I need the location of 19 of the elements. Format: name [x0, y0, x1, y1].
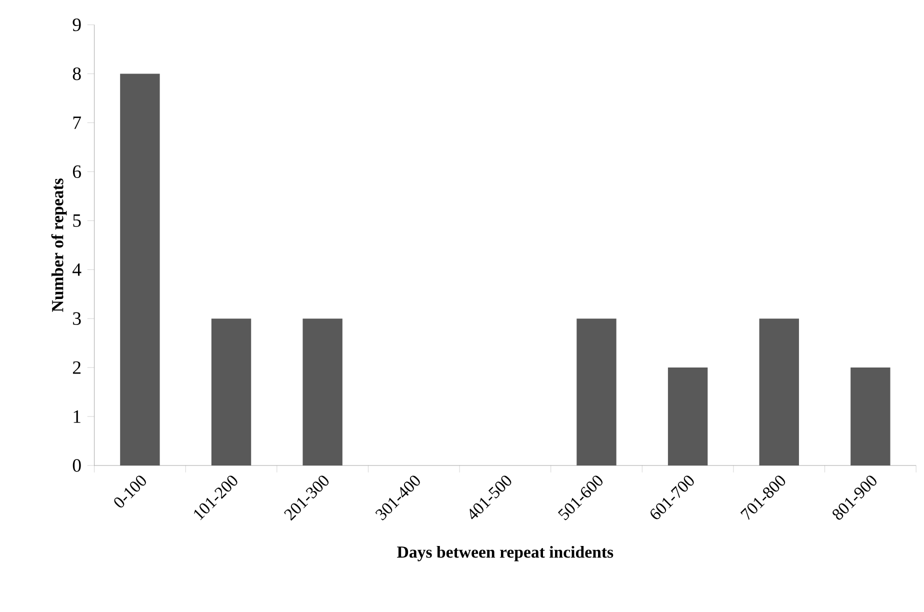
bar — [668, 367, 708, 466]
y-tick-label: 9 — [72, 18, 81, 31]
bar — [302, 318, 342, 466]
y-tick-label: 6 — [72, 165, 81, 178]
y-tick-label: 2 — [72, 361, 81, 374]
y-tick-label: 8 — [72, 67, 81, 80]
bar — [576, 318, 616, 466]
y-tick-label: 7 — [73, 116, 82, 129]
y-tick-label: 0 — [72, 458, 81, 472]
y-tick-label: 3 — [73, 312, 81, 325]
bar — [120, 74, 160, 466]
y-axis-title: Number of repeats — [51, 178, 67, 312]
x-axis-title: Days between repeat incidents — [397, 546, 614, 562]
bar — [211, 318, 252, 466]
y-tick-label: 4 — [72, 263, 82, 276]
bar — [850, 367, 890, 466]
y-tick-label: 1 — [74, 410, 80, 423]
y-tick-label: 5 — [73, 214, 81, 227]
bar — [759, 318, 799, 466]
